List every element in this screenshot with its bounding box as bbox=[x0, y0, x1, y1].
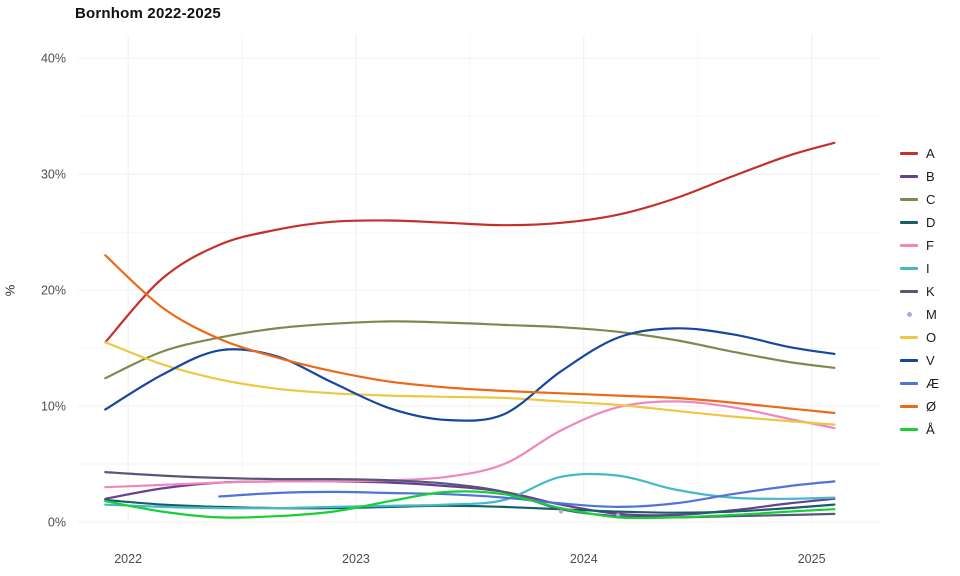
legend-item-K: K bbox=[900, 280, 939, 303]
legend-key-icon bbox=[900, 198, 918, 201]
y-tick-label: 10% bbox=[41, 400, 66, 414]
legend-line-swatch bbox=[900, 359, 918, 362]
legend-item-D: D bbox=[900, 211, 939, 234]
legend-label: Å bbox=[926, 422, 935, 437]
legend-label: M bbox=[926, 307, 937, 322]
legend-label: K bbox=[926, 284, 935, 299]
legend-label: A bbox=[926, 146, 935, 161]
legend-line-swatch bbox=[900, 244, 918, 247]
x-tick-label: 2025 bbox=[798, 552, 826, 566]
legend-item-C: C bbox=[900, 188, 939, 211]
legend-item-O: O bbox=[900, 326, 939, 349]
series-line-A bbox=[104, 141, 836, 344]
legend-label: O bbox=[926, 330, 937, 345]
series-line-Ø bbox=[104, 254, 836, 415]
series-line-V bbox=[104, 327, 836, 422]
legend-item-Æ: Æ bbox=[900, 372, 939, 395]
legend-item-Ø: Ø bbox=[900, 395, 939, 418]
series-line-F bbox=[104, 400, 836, 489]
legend-line-swatch bbox=[900, 175, 918, 178]
legend-line-swatch bbox=[900, 382, 918, 385]
series-point-M bbox=[615, 512, 621, 518]
legend-key-icon bbox=[900, 405, 918, 408]
chart-title: Bornhom 2022-2025 bbox=[75, 5, 221, 22]
legend-dot-swatch bbox=[906, 312, 912, 317]
series-point-M bbox=[558, 509, 564, 514]
series-line-I bbox=[104, 472, 836, 510]
legend-label: Æ bbox=[926, 376, 939, 391]
legend-item-A: A bbox=[900, 142, 939, 165]
series-line-Å bbox=[104, 490, 836, 520]
series-line-D bbox=[104, 498, 836, 514]
legend-key-icon bbox=[900, 359, 918, 362]
legend-key-icon bbox=[900, 290, 918, 293]
legend-item-B: B bbox=[900, 165, 939, 188]
legend-label: D bbox=[926, 215, 936, 230]
series-line-C bbox=[104, 320, 836, 380]
legend-key-icon bbox=[900, 382, 918, 385]
legend-line-swatch bbox=[900, 428, 918, 431]
legend-line-swatch bbox=[900, 221, 918, 224]
y-tick-label: 30% bbox=[41, 168, 66, 182]
legend-line-swatch bbox=[900, 290, 918, 293]
legend-label: C bbox=[926, 192, 936, 207]
series-line-Æ bbox=[218, 480, 836, 509]
legend-line-swatch bbox=[900, 405, 918, 408]
legend-item-Å: Å bbox=[900, 418, 939, 441]
legend-item-M: M bbox=[900, 303, 939, 326]
y-tick-label: 20% bbox=[41, 284, 66, 298]
y-tick-label: 0% bbox=[48, 516, 66, 530]
x-tick-label: 2022 bbox=[114, 552, 142, 566]
legend-key-icon bbox=[900, 244, 918, 247]
legend-key-icon bbox=[900, 267, 918, 270]
legend-label: B bbox=[926, 169, 935, 184]
legend-label: I bbox=[926, 261, 930, 276]
legend-label: Ø bbox=[926, 399, 937, 414]
legend-key-icon bbox=[900, 428, 918, 431]
legend-label: V bbox=[926, 353, 935, 368]
legend-item-V: V bbox=[900, 349, 939, 372]
legend-key-icon bbox=[900, 312, 918, 317]
legend-line-swatch bbox=[900, 336, 918, 339]
legend-line-swatch bbox=[900, 267, 918, 270]
legend-key-icon bbox=[900, 336, 918, 339]
legend-key-icon bbox=[900, 152, 918, 155]
x-tick-label: 2023 bbox=[342, 552, 370, 566]
legend-item-I: I bbox=[900, 257, 939, 280]
legend-key-icon bbox=[900, 175, 918, 178]
legend-item-F: F bbox=[900, 234, 939, 257]
legend-line-swatch bbox=[900, 198, 918, 201]
legend-line-swatch bbox=[900, 152, 918, 155]
series-line-O bbox=[104, 341, 836, 426]
x-tick-label: 2024 bbox=[570, 552, 598, 566]
legend-key-icon bbox=[900, 221, 918, 224]
legend-label: F bbox=[926, 238, 934, 253]
y-tick-label: 40% bbox=[41, 52, 66, 66]
